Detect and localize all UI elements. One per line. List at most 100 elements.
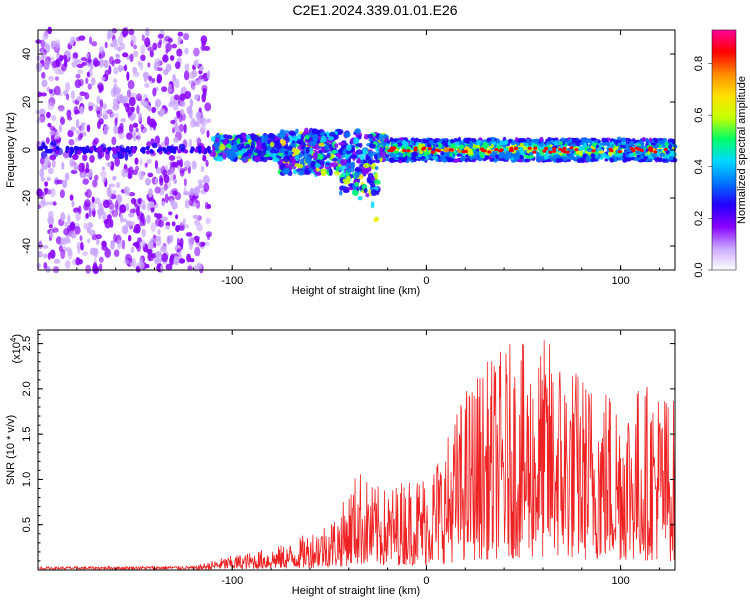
spectrogram-cell	[154, 212, 158, 218]
spectrogram-cell	[482, 149, 487, 153]
spectrogram-cell	[59, 54, 64, 62]
spectrogram-cell	[121, 218, 128, 223]
spectrogram-cell	[92, 179, 98, 188]
spectrogram-cell	[539, 136, 544, 143]
spectrogram-cell	[503, 139, 509, 145]
spectrogram-cell	[75, 73, 81, 79]
spectrogram-cell	[183, 167, 188, 172]
spectrogram-cell	[113, 83, 118, 92]
snr-x-ticks: -100 0 100	[37, 330, 660, 587]
spectrogram-cell	[41, 79, 48, 88]
spectrogram-cell	[524, 157, 531, 163]
spectrogram-cell	[93, 197, 101, 205]
spectrogram-cell	[671, 138, 676, 145]
spectrogram-cell	[423, 139, 428, 144]
spectrogram-cell	[40, 39, 45, 49]
spectrogram-cell	[160, 245, 167, 253]
spectrogram-cell	[86, 124, 91, 133]
spectrogram-cell	[548, 150, 553, 154]
spectrogram-cell	[288, 135, 293, 141]
spectrogram-cell	[448, 157, 454, 163]
spectrogram-cell	[61, 63, 67, 72]
spectrogram-cell	[38, 240, 43, 250]
spectrogram-cell	[140, 124, 145, 130]
spectrogram-cell	[354, 128, 361, 135]
spectrogram-cell	[274, 142, 283, 150]
spectrogram-cell	[54, 85, 61, 96]
spectrogram-cell	[434, 148, 439, 152]
spectrogram-cell	[214, 137, 220, 143]
spectrogram-cell	[549, 140, 553, 144]
spectrogram-cell	[297, 169, 305, 176]
spectrogram-cell	[647, 151, 651, 155]
spectrogram-cell	[133, 44, 138, 50]
spectrogram-cell	[561, 153, 566, 157]
spectrogram-cell	[617, 156, 624, 161]
spectrogram-cell	[91, 40, 98, 47]
spectrogram-cell	[621, 137, 627, 143]
spectrogram-cell	[398, 152, 404, 156]
spectrogram-cell	[55, 150, 60, 155]
spectrogram-cell	[631, 138, 636, 142]
spectrogram-cell	[352, 137, 359, 145]
spectrogram-cell	[195, 80, 201, 86]
spectrogram-cell	[102, 211, 107, 220]
spectrogram-cell	[199, 124, 207, 135]
spectrogram-cell	[69, 194, 74, 201]
spectrogram-cell	[114, 117, 118, 126]
colorbar-label: Normalized spectral amplitude	[736, 76, 748, 224]
spectrogram-cell	[337, 153, 342, 160]
spectrogram-cell	[288, 130, 296, 136]
spectrogram-cell	[104, 41, 108, 49]
spectrogram-cell	[180, 147, 185, 152]
spectrogram-cell	[368, 143, 377, 149]
spectrogram-cell	[146, 214, 151, 224]
snr-y-tick-label: 0.5	[21, 517, 33, 532]
spectrogram-cell	[324, 144, 330, 151]
spectrogram-cell	[132, 242, 140, 247]
spectrogram-cell	[201, 146, 206, 151]
spectrogram-cell	[523, 154, 530, 158]
spectrogram-cell	[202, 156, 207, 162]
spectrogram-cell	[195, 238, 200, 243]
spectrogram-cell	[157, 229, 161, 235]
spectrogram-cell	[45, 137, 50, 145]
spectrogram-cell	[475, 140, 481, 146]
spectrogram-cell	[132, 122, 139, 128]
spectrogram-cell	[151, 78, 156, 83]
spectrogram-cell	[186, 105, 193, 115]
spectrogram-cell	[191, 85, 196, 91]
spectrogram-cell	[127, 149, 132, 154]
spectrogram-cell	[65, 93, 70, 101]
spectrogram-cell	[236, 137, 241, 145]
spectrogram-cell	[628, 152, 635, 158]
spectrogram-cell	[88, 105, 93, 111]
spectrogram-cell	[144, 82, 150, 88]
spectrogram-cell	[35, 62, 43, 71]
spectrogram-cell	[510, 141, 516, 146]
spectrogram-cell	[195, 137, 202, 144]
spectrogram-cell	[80, 126, 85, 132]
spectrogram-cell	[611, 154, 615, 159]
spectrogram-cell	[82, 131, 87, 137]
spectrogram-cell	[147, 62, 151, 68]
spectrogram-cell	[178, 37, 182, 43]
spectrogram-cell	[334, 143, 339, 149]
spectrogram-cell	[615, 139, 622, 144]
spectrogram-cell	[111, 60, 115, 67]
spectrogram-cell	[98, 53, 102, 60]
spectrogram-cell	[184, 63, 190, 72]
spectrogram-cell	[130, 197, 137, 205]
spectrogram-cell	[119, 122, 124, 130]
spectrogram-cell	[147, 252, 155, 262]
spectrogram-cell	[184, 199, 190, 209]
spectrogram-cell	[140, 54, 146, 62]
colorbar-tick-label: 0.8	[693, 56, 705, 71]
spectrogram-cell	[302, 131, 309, 136]
spectrogram-cell	[101, 166, 106, 171]
spectrogram-cell	[401, 139, 407, 146]
spectrogram-cell	[68, 139, 75, 146]
spectrogram-cell	[430, 150, 435, 154]
spectrogram-cell	[92, 139, 98, 147]
spectrogram-cell	[519, 146, 524, 152]
